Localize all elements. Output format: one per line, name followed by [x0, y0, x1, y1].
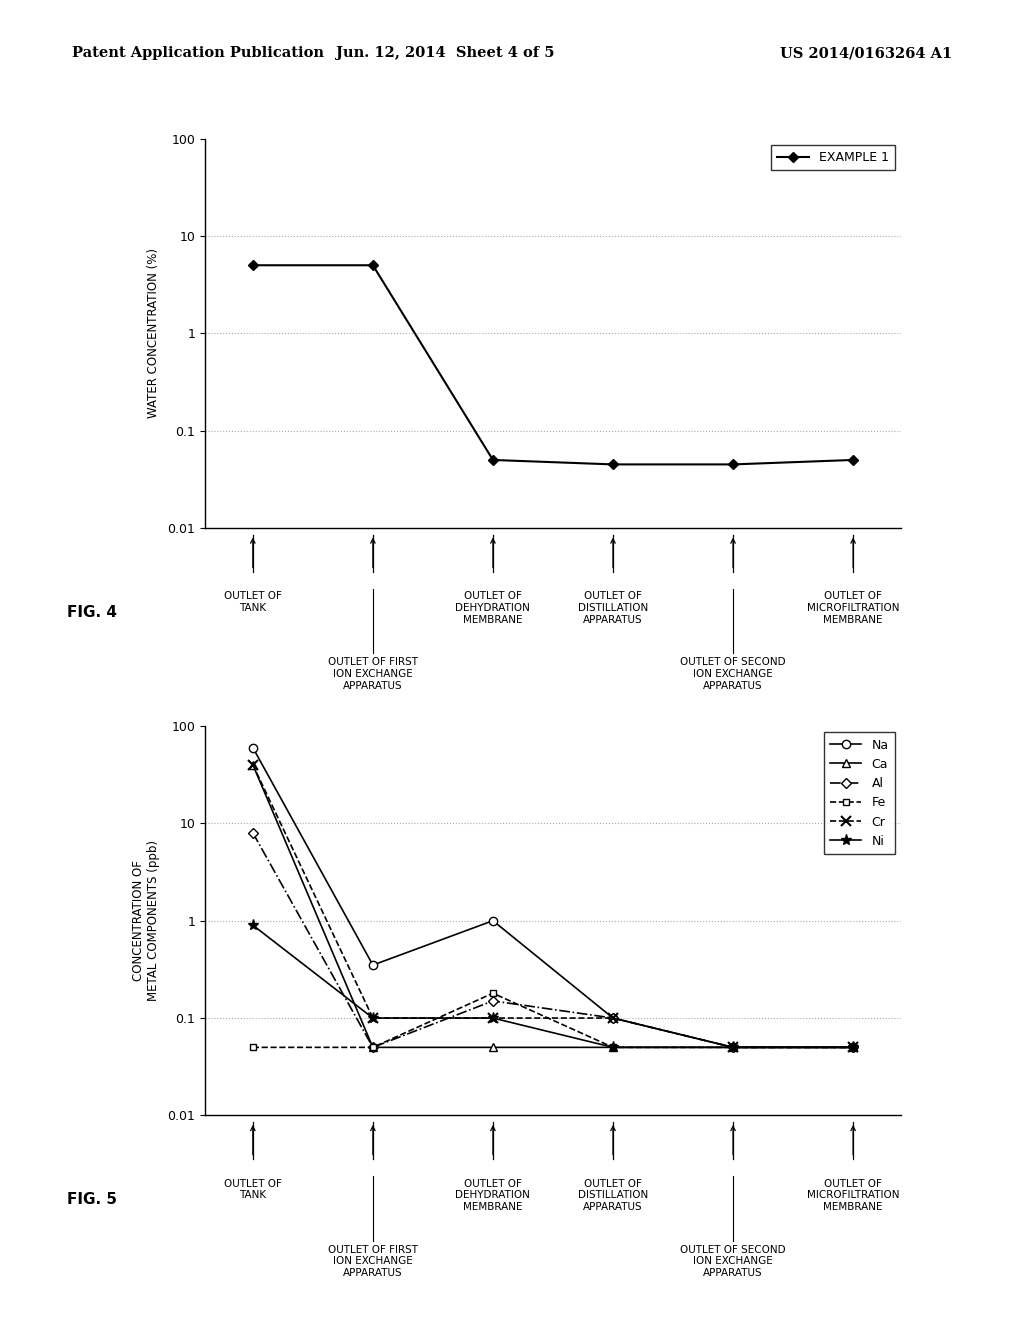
Text: OUTLET OF
MICROFILTRATION
MEMBRANE: OUTLET OF MICROFILTRATION MEMBRANE — [807, 591, 899, 624]
Text: OUTLET OF SECOND
ION EXCHANGE
APPARATUS: OUTLET OF SECOND ION EXCHANGE APPARATUS — [680, 1245, 785, 1278]
Text: OUTLET OF
DISTILLATION
APPARATUS: OUTLET OF DISTILLATION APPARATUS — [578, 591, 648, 624]
Fe — [727, 1039, 739, 1055]
Al — [247, 825, 259, 841]
Cr — [607, 1010, 620, 1026]
Text: OUTLET OF
DISTILLATION
APPARATUS: OUTLET OF DISTILLATION APPARATUS — [578, 1179, 648, 1212]
Ca — [486, 1039, 499, 1055]
Fe — [847, 1039, 859, 1055]
Al — [486, 993, 499, 1008]
Cr — [486, 1010, 499, 1026]
Cr — [367, 1010, 379, 1026]
Al — [727, 1039, 739, 1055]
Text: US 2014/0163264 A1: US 2014/0163264 A1 — [780, 46, 952, 61]
Ni — [486, 1010, 499, 1026]
Line: Fe: Fe — [250, 990, 856, 1051]
Al — [847, 1039, 859, 1055]
Fe — [607, 1039, 620, 1055]
Na — [727, 1039, 739, 1055]
Text: FIG. 5: FIG. 5 — [67, 1192, 117, 1206]
Ni — [367, 1010, 379, 1026]
Cr — [727, 1039, 739, 1055]
Fe — [367, 1039, 379, 1055]
Y-axis label: CONCENTRATION OF
METAL COMPONENTS (ppb): CONCENTRATION OF METAL COMPONENTS (ppb) — [132, 841, 161, 1001]
Ni — [247, 917, 259, 933]
Ca — [847, 1039, 859, 1055]
Cr — [247, 756, 259, 772]
Ni — [847, 1039, 859, 1055]
Ca — [367, 1039, 379, 1055]
Text: OUTLET OF FIRST
ION EXCHANGE
APPARATUS: OUTLET OF FIRST ION EXCHANGE APPARATUS — [328, 1245, 418, 1278]
Al — [607, 1010, 620, 1026]
Text: Patent Application Publication: Patent Application Publication — [72, 46, 324, 61]
Legend: Na, Ca, Al, Fe, Cr, Ni: Na, Ca, Al, Fe, Cr, Ni — [824, 733, 895, 854]
Legend: EXAMPLE 1: EXAMPLE 1 — [771, 145, 895, 170]
Fe — [247, 1039, 259, 1055]
Text: OUTLET OF
TANK: OUTLET OF TANK — [224, 1179, 282, 1200]
Ni — [727, 1039, 739, 1055]
Line: Na: Na — [249, 743, 857, 1052]
Fe — [486, 985, 499, 1001]
Line: Ca: Ca — [249, 760, 857, 1052]
Na — [247, 739, 259, 755]
Text: OUTLET OF FIRST
ION EXCHANGE
APPARATUS: OUTLET OF FIRST ION EXCHANGE APPARATUS — [328, 657, 418, 690]
Text: FIG. 4: FIG. 4 — [67, 605, 117, 619]
Text: OUTLET OF
MICROFILTRATION
MEMBRANE: OUTLET OF MICROFILTRATION MEMBRANE — [807, 1179, 899, 1212]
Ca — [607, 1039, 620, 1055]
Na — [607, 1010, 620, 1026]
Ca — [727, 1039, 739, 1055]
Line: Ni: Ni — [247, 920, 859, 1053]
Text: OUTLET OF
DEHYDRATION
MEMBRANE: OUTLET OF DEHYDRATION MEMBRANE — [456, 1179, 530, 1212]
Na — [486, 913, 499, 929]
Y-axis label: WATER CONCENTRATION (%): WATER CONCENTRATION (%) — [147, 248, 161, 418]
Na — [847, 1039, 859, 1055]
Line: Cr: Cr — [248, 760, 858, 1052]
Ca — [247, 756, 259, 772]
Text: OUTLET OF
TANK: OUTLET OF TANK — [224, 591, 282, 612]
Cr — [847, 1039, 859, 1055]
Na — [367, 957, 379, 973]
Text: OUTLET OF SECOND
ION EXCHANGE
APPARATUS: OUTLET OF SECOND ION EXCHANGE APPARATUS — [680, 657, 785, 690]
Text: OUTLET OF
DEHYDRATION
MEMBRANE: OUTLET OF DEHYDRATION MEMBRANE — [456, 591, 530, 624]
Al — [367, 1039, 379, 1055]
Ni — [607, 1039, 620, 1055]
Line: Al: Al — [250, 829, 856, 1051]
Text: Jun. 12, 2014  Sheet 4 of 5: Jun. 12, 2014 Sheet 4 of 5 — [336, 46, 555, 61]
